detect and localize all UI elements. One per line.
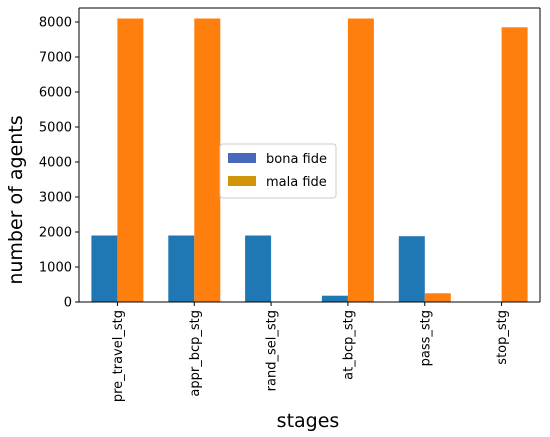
bar-bona-fide-rand_sel_stg (245, 235, 272, 302)
y-tick-label-4000: 4000 (39, 156, 72, 171)
bar-bona-fide-appr_bcp_stg (168, 235, 195, 302)
y-tick-label-0: 0 (64, 296, 72, 311)
bar-bona-fide-pre_travel_stg (91, 235, 118, 302)
bar-mala-fide-pre_travel_stg (117, 18, 144, 302)
x-axis-title: stages (277, 410, 340, 432)
x-tick-label-stop_stg: stop_stg (495, 310, 510, 365)
bar-mala-fide-appr_bcp_stg (194, 18, 221, 302)
bar-mala-fide-stop_stg (501, 27, 528, 303)
x-tick-label-pass_stg: pass_stg (418, 310, 433, 366)
x-ticks-layer: pre_travel_stg appr_bcp_stg rand_sel_stg at… (111, 302, 510, 402)
y-tick-label-6000: 6000 (39, 86, 72, 101)
y-tick-label-5000: 5000 (39, 121, 72, 136)
x-tick-label-at_bcp_stg: at_bcp_stg (341, 310, 356, 380)
y-tick-label-3000: 3000 (39, 191, 72, 206)
y-tick-label-1000: 1000 (39, 261, 72, 276)
legend: bona fide mala fide (219, 143, 337, 199)
bar-bona-fide-at_bcp_stg (321, 295, 348, 302)
legend-swatch-mala-fide (228, 176, 256, 186)
y-ticks-layer: 0 1000 2000 3000 4000 5000 6000 7000 8000 (39, 16, 79, 311)
bar-mala-fide-pass_stg (424, 293, 451, 303)
bar-mala-fide-at_bcp_stg (347, 18, 374, 302)
bar-bona-fide-pass_stg (398, 236, 425, 302)
bars-layer (91, 18, 528, 303)
x-tick-label-pre_travel_stg: pre_travel_stg (111, 310, 126, 402)
x-tick-label-appr_bcp_stg: appr_bcp_stg (188, 310, 203, 397)
y-tick-label-7000: 7000 (39, 51, 72, 66)
legend-label-bona-fide: bona fide (266, 152, 327, 167)
legend-label-mala-fide: mala fide (266, 175, 327, 190)
y-tick-label-8000: 8000 (39, 16, 72, 31)
y-axis-title: number of agents (5, 115, 27, 284)
legend-swatch-bona-fide (228, 153, 256, 163)
axes-layer (78, 7, 541, 303)
y-tick-label-2000: 2000 (39, 226, 72, 241)
x-tick-label-rand_sel_stg: rand_sel_stg (265, 310, 280, 391)
